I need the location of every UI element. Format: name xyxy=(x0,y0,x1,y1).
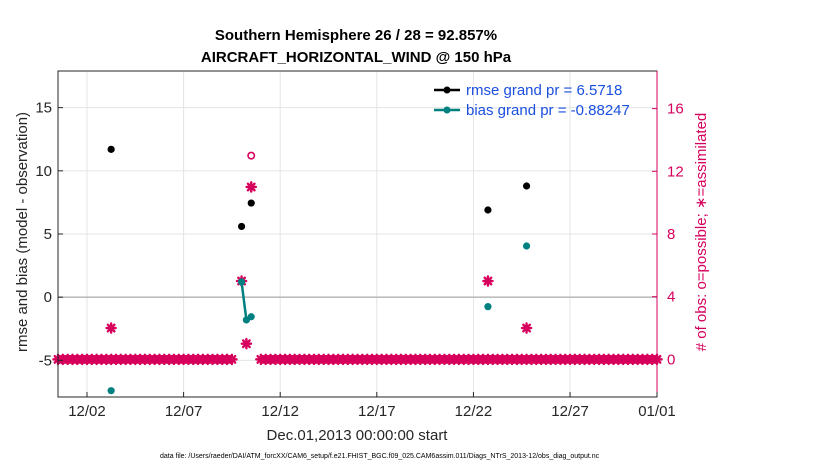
x-axis-label: Dec.01,2013 00:00:00 start xyxy=(267,427,449,444)
x-tick-label: 01/01 xyxy=(638,403,676,420)
x-tick-label: 12/27 xyxy=(551,403,589,420)
series-layer xyxy=(52,145,663,395)
chart-title: Southern Hemisphere 26 / 28 = 92.857% xyxy=(215,27,497,44)
x-tick-label: 12/12 xyxy=(261,403,299,420)
y-tick-label-right: 0 xyxy=(667,351,675,368)
legend-marker-rmse xyxy=(443,86,451,94)
legend-label-bias: bias grand pr = -0.88247 xyxy=(466,102,630,119)
bias-point xyxy=(522,242,531,250)
rmse-point xyxy=(247,199,255,207)
legend-marker-bias xyxy=(443,106,451,114)
obs-assimilated-marker xyxy=(520,322,533,334)
bias-line-segment xyxy=(240,281,248,321)
rmse-point xyxy=(484,206,492,214)
x-ticks: 12/02 12/07 12/12 12/17 12/22 12/27 01/01 xyxy=(68,392,676,420)
y-tick-label: -5 xyxy=(39,352,52,369)
y-ticks-right: 0 4 8 12 16 xyxy=(652,101,684,368)
x-tick-label: 12/17 xyxy=(358,403,396,420)
y-axis-label: rmse and bias (model - observation) xyxy=(14,112,31,352)
y-tick-label: 5 xyxy=(44,226,52,243)
rmse-point xyxy=(107,145,115,153)
bias-point xyxy=(107,387,115,395)
y-tick-label: 0 xyxy=(44,289,52,306)
chart-subtitle: AIRCRAFT_HORIZONTAL_WIND @ 150 hPa xyxy=(201,49,512,66)
obs-possible-marker xyxy=(247,151,256,160)
data-file-footnote: data file: /Users/raeder/DAI/ATM_forcXX/… xyxy=(160,453,600,460)
y-tick-label: 15 xyxy=(35,100,52,117)
obs-assimilated-marker xyxy=(482,275,494,287)
y-tick-label-right: 8 xyxy=(667,226,675,243)
y-tick-label-right: 12 xyxy=(667,163,684,180)
y-axis-label-right: # of obs: o=possible; ∗=assimilated xyxy=(693,113,710,352)
y-ticks: -5 0 5 10 15 xyxy=(35,100,63,369)
bias-point xyxy=(484,303,492,311)
y-tick-label-right: 4 xyxy=(667,289,675,306)
rmse-point xyxy=(522,182,531,190)
bias-point xyxy=(237,278,246,286)
legend: rmse grand pr = 6.5718 bias grand pr = -… xyxy=(434,82,630,119)
x-tick-label: 12/07 xyxy=(165,403,203,420)
obs-assimilated-marker xyxy=(240,337,253,350)
x-tick-label: 12/22 xyxy=(455,403,493,420)
rmse-point xyxy=(237,222,246,231)
y-tick-label-right: 16 xyxy=(667,101,684,118)
bias-point xyxy=(247,313,255,321)
obs-assimilated-zero-marker xyxy=(226,353,238,366)
obs-assimilated-marker xyxy=(105,322,117,334)
x-tick-label: 12/02 xyxy=(68,403,106,420)
y-tick-label: 10 xyxy=(35,163,52,180)
legend-label-rmse: rmse grand pr = 6.5718 xyxy=(466,82,622,99)
obs-assimilated-marker xyxy=(245,181,258,193)
